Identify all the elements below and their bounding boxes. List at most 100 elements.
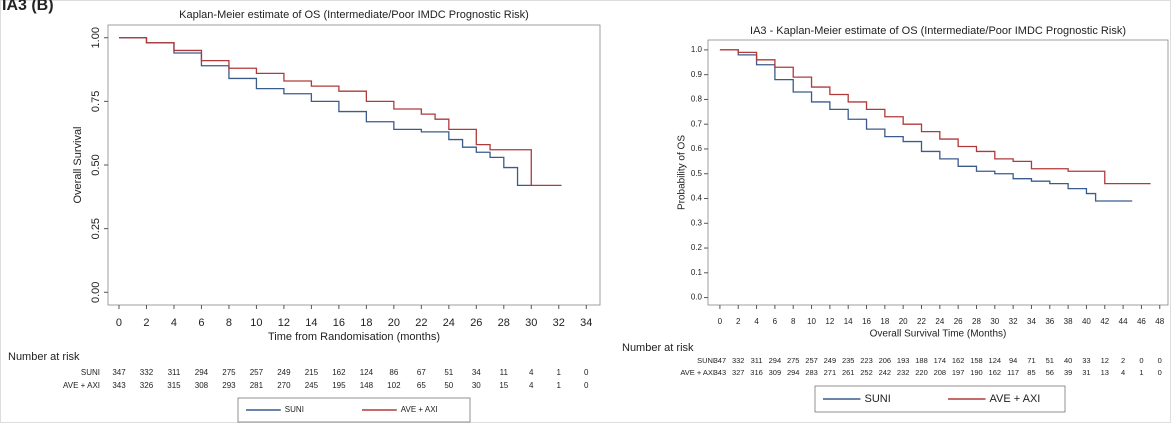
x-tick-label: 46 (1137, 317, 1146, 326)
risk-count: 257 (250, 368, 264, 377)
y-axis-label: Probability of OS (677, 135, 688, 210)
y-tick-label: 1.0 (691, 45, 703, 54)
y-tick-label: 0.50 (90, 154, 102, 175)
x-tick-label: 12 (825, 317, 834, 326)
x-tick-label: 34 (1027, 317, 1036, 326)
x-tick-label: 34 (580, 317, 592, 329)
risk-count: 232 (897, 368, 910, 377)
risk-count: 11 (500, 368, 509, 377)
risk-count: 294 (195, 368, 209, 377)
risk-count: 283 (805, 368, 818, 377)
risk-count: 235 (842, 356, 855, 365)
survival-curve (719, 49, 1133, 202)
risk-count: 148 (360, 381, 374, 390)
x-tick-label: 40 (1082, 317, 1091, 326)
x-tick-label: 18 (880, 317, 889, 326)
x-tick-label: 22 (917, 317, 926, 326)
risk-count: 275 (222, 368, 236, 377)
risk-count: 1 (557, 381, 562, 390)
risk-count: 94 (1009, 356, 1017, 365)
y-tick-label: 0.4 (691, 194, 703, 203)
x-axis-label: Overall Survival Time (Months) (870, 329, 1007, 340)
y-tick-label: 0.0 (691, 293, 703, 302)
risk-count: 174 (934, 356, 947, 365)
plot-area (707, 39, 1169, 306)
y-tick-label: 0.3 (691, 218, 703, 227)
x-tick-label: 32 (1009, 317, 1018, 326)
risk-count: 4 (529, 381, 534, 390)
x-tick-label: 24 (443, 317, 455, 329)
risk-count: 275 (787, 356, 800, 365)
y-tick-label: 0.8 (691, 95, 703, 104)
risk-count: 2 (1121, 356, 1125, 365)
risk-count: 257 (805, 356, 818, 365)
x-tick-label: 14 (844, 317, 853, 326)
x-tick-label: 48 (1155, 317, 1164, 326)
risk-count: 261 (842, 368, 855, 377)
y-tick-label: 0.7 (691, 119, 703, 128)
risk-row-name: SUNI (697, 356, 715, 365)
risk-count: 34 (472, 368, 481, 377)
risk-count: 197 (952, 368, 965, 377)
risk-count: 50 (444, 381, 453, 390)
risk-count: 0 (1139, 356, 1143, 365)
risk-count: 158 (970, 356, 983, 365)
risk-count: 242 (879, 368, 892, 377)
risk-count: 270 (277, 381, 291, 390)
risk-row-name: AVE + AXI (63, 381, 100, 390)
risk-count: 326 (140, 381, 154, 390)
y-tick-label: 0.9 (691, 70, 703, 79)
y-tick-label: 0.2 (691, 243, 703, 252)
x-tick-label: 10 (250, 317, 262, 329)
risk-count: 293 (222, 381, 236, 390)
x-tick-label: 18 (360, 317, 372, 329)
risk-count: 1 (1139, 368, 1143, 377)
risk-count: 0 (1158, 356, 1162, 365)
risk-count: 193 (897, 356, 910, 365)
y-tick-label: 0.25 (90, 218, 102, 239)
legend-label: AVE + AXI (990, 393, 1041, 405)
risk-count: 65 (417, 381, 426, 390)
legend-label: AVE + AXI (401, 405, 438, 414)
risk-count: 215 (305, 368, 319, 377)
risk-count: 332 (140, 368, 154, 377)
x-tick-label: 22 (415, 317, 427, 329)
risk-count: 13 (1101, 368, 1109, 377)
x-tick-label: 28 (498, 317, 510, 329)
x-tick-label: 16 (333, 317, 345, 329)
risk-count: 85 (1027, 368, 1035, 377)
risk-count: 206 (879, 356, 892, 365)
risk-count: 249 (277, 368, 291, 377)
x-tick-label: 2 (143, 317, 149, 329)
plot-area (107, 24, 601, 306)
risk-count: 67 (417, 368, 426, 377)
risk-count: 0 (584, 368, 589, 377)
x-tick-label: 6 (773, 317, 778, 326)
risk-count: 220 (915, 368, 928, 377)
x-tick-label: 0 (116, 317, 122, 329)
y-tick-label: 0.1 (691, 268, 703, 277)
x-tick-label: 8 (791, 317, 796, 326)
risk-count: 51 (1046, 356, 1054, 365)
risk-count: 162 (952, 356, 965, 365)
x-tick-label: 32 (553, 317, 565, 329)
risk-count: 30 (472, 381, 481, 390)
x-tick-label: 20 (899, 317, 908, 326)
x-tick-label: 28 (972, 317, 981, 326)
x-tick-label: 36 (1045, 317, 1054, 326)
risk-count: 347 (112, 368, 126, 377)
y-tick-label: 0.75 (90, 91, 102, 112)
survival-curve (118, 37, 532, 187)
risk-count: 31 (1082, 368, 1090, 377)
risk-count: 223 (860, 356, 873, 365)
risk-count: 0 (1158, 368, 1162, 377)
x-tick-label: 42 (1100, 317, 1109, 326)
x-tick-label: 14 (305, 317, 317, 329)
risk-count: 311 (168, 368, 181, 377)
risk-count: 51 (444, 368, 453, 377)
x-tick-label: 0 (718, 317, 723, 326)
x-tick-label: 26 (954, 317, 963, 326)
risk-count: 188 (915, 356, 928, 365)
chart-title: IA3 - Kaplan-Meier estimate of OS (Inter… (750, 25, 1126, 37)
risk-count: 347 (714, 356, 727, 365)
